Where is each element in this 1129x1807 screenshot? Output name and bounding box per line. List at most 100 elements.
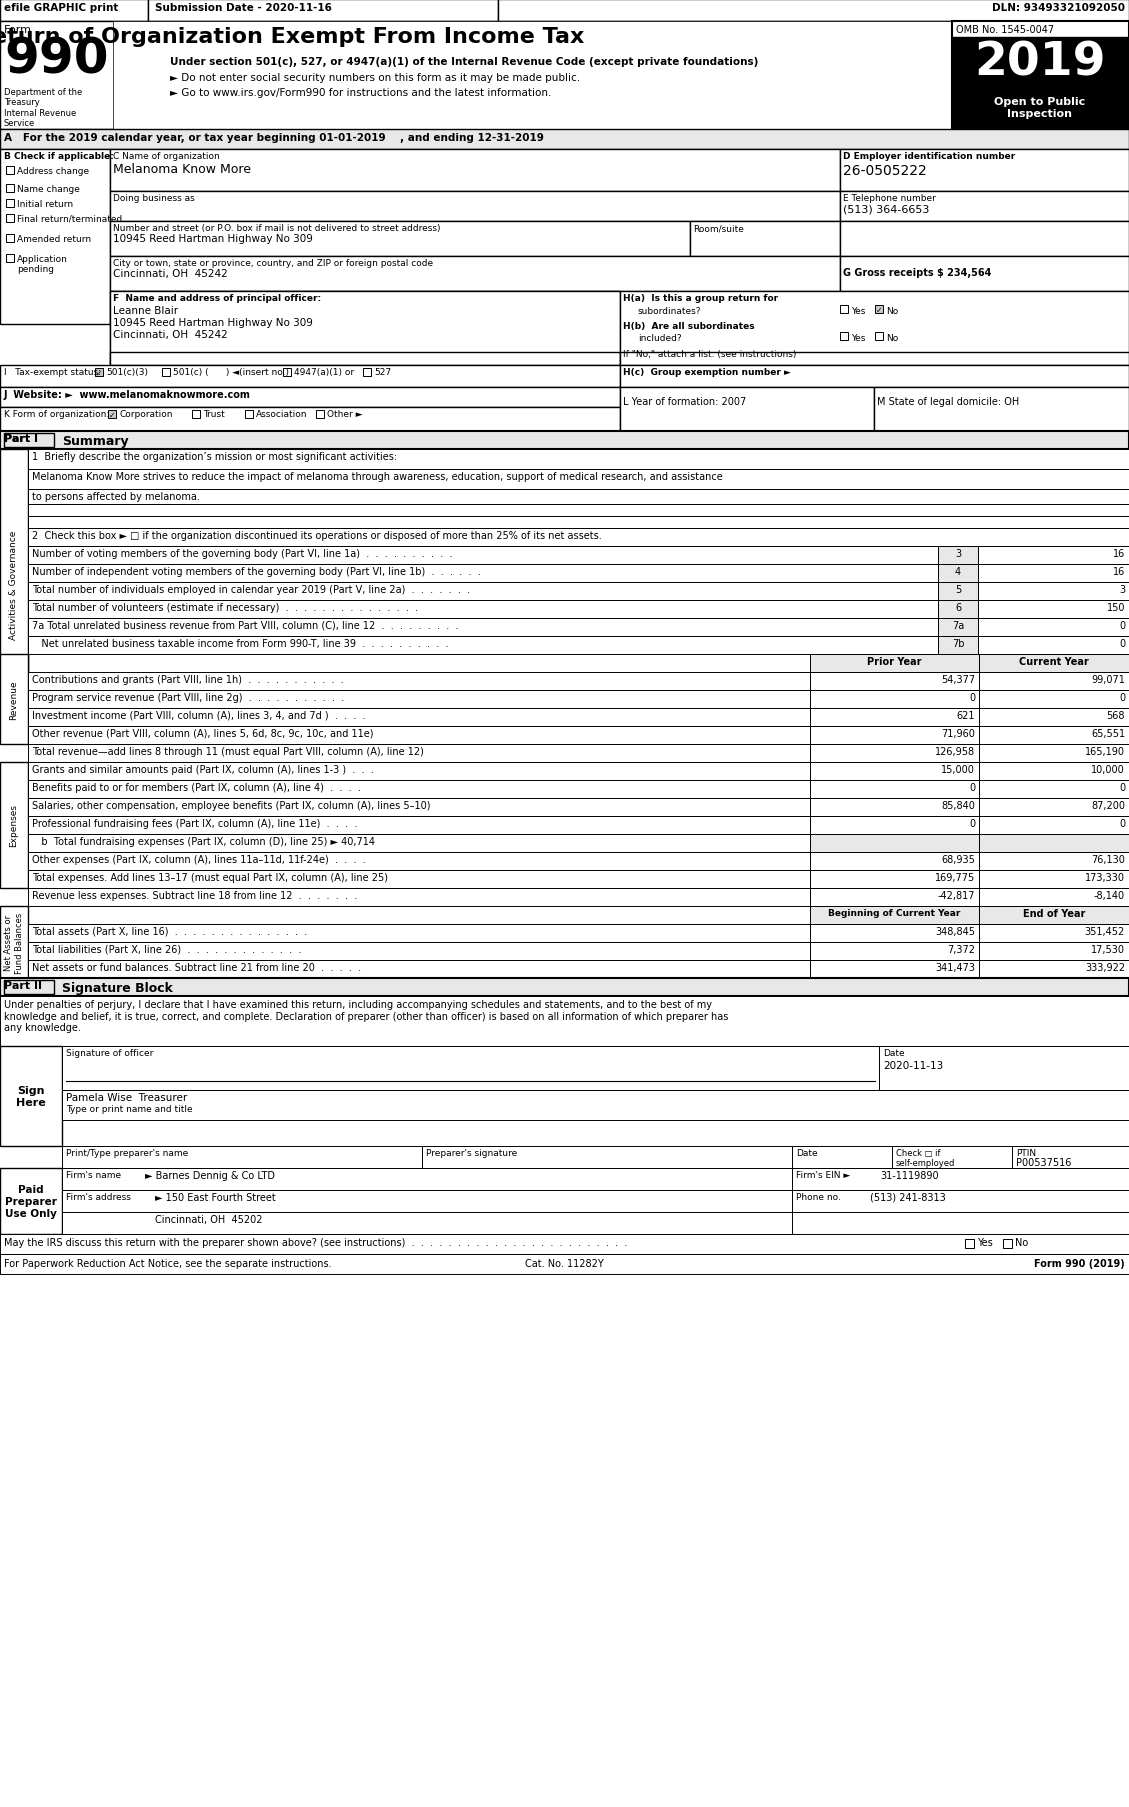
Text: Print/Type preparer's name: Print/Type preparer's name: [65, 1149, 189, 1156]
Bar: [0, 22, 1129, 130]
Text: Firm's name: Firm's name: [65, 1171, 121, 1180]
Text: H(c)  Group exemption number ►: H(c) Group exemption number ►: [623, 369, 791, 378]
Bar: [0, 1169, 62, 1234]
Bar: [938, 564, 978, 582]
Text: 4: 4: [955, 567, 961, 576]
Text: Cat. No. 11282Y: Cat. No. 11282Y: [525, 1258, 603, 1269]
Text: 3: 3: [1119, 585, 1124, 595]
Bar: [979, 835, 1129, 853]
Text: Total liabilities (Part X, line 26)  .  .  .  .  .  .  .  .  .  .  .  .  .: Total liabilities (Part X, line 26) . . …: [32, 945, 301, 954]
Text: Total number of individuals employed in calendar year 2019 (Part V, line 2a)  . : Total number of individuals employed in …: [32, 585, 470, 595]
Text: C Name of organization: C Name of organization: [113, 152, 220, 161]
Text: Professional fundraising fees (Part IX, column (A), line 11e)  .  .  .  .: Professional fundraising fees (Part IX, …: [32, 819, 358, 829]
Text: 0: 0: [1119, 819, 1124, 829]
Text: 6: 6: [955, 604, 961, 613]
Bar: [28, 799, 809, 817]
Bar: [809, 817, 979, 835]
Bar: [952, 94, 1129, 130]
Text: 7b: 7b: [952, 638, 964, 649]
Bar: [809, 835, 979, 853]
Text: Doing business as: Doing business as: [113, 193, 194, 202]
Text: included?: included?: [638, 334, 682, 343]
Text: 7,372: 7,372: [947, 945, 975, 954]
Text: 341,473: 341,473: [935, 963, 975, 972]
Text: Prior Year: Prior Year: [867, 656, 921, 667]
Text: Final return/terminated: Final return/terminated: [17, 215, 122, 224]
Text: 333,922: 333,922: [1085, 963, 1124, 972]
Bar: [28, 889, 809, 907]
Text: H(a)  Is this a group return for: H(a) Is this a group return for: [623, 295, 778, 304]
Text: No: No: [1015, 1238, 1029, 1247]
Bar: [892, 1146, 1012, 1169]
Text: subordinates?: subordinates?: [638, 307, 701, 316]
Bar: [874, 389, 1129, 432]
Text: 173,330: 173,330: [1085, 873, 1124, 882]
Bar: [110, 293, 620, 365]
Bar: [0, 0, 148, 22]
Text: E Telephone number: E Telephone number: [843, 193, 936, 202]
Text: Amended return: Amended return: [17, 235, 91, 244]
Bar: [110, 192, 840, 222]
Text: 0: 0: [1119, 620, 1124, 631]
Bar: [979, 654, 1129, 672]
Text: Open to Public
Inspection: Open to Public Inspection: [995, 98, 1086, 119]
Bar: [620, 293, 1129, 365]
Bar: [809, 853, 979, 871]
Bar: [113, 22, 952, 130]
Bar: [793, 1146, 892, 1169]
Text: 15,000: 15,000: [942, 764, 975, 775]
Bar: [979, 871, 1129, 889]
Bar: [192, 410, 200, 419]
Bar: [0, 763, 28, 889]
Bar: [28, 853, 809, 871]
Bar: [978, 564, 1129, 582]
Text: Date: Date: [796, 1149, 817, 1156]
Text: 85,840: 85,840: [942, 801, 975, 811]
Bar: [108, 410, 116, 419]
Bar: [809, 781, 979, 799]
Text: 4947(a)(1) or: 4947(a)(1) or: [294, 369, 355, 378]
Bar: [110, 150, 840, 192]
Bar: [28, 517, 1129, 529]
Text: Association: Association: [256, 410, 307, 419]
Text: Yes: Yes: [851, 307, 865, 316]
Text: 0: 0: [969, 819, 975, 829]
Text: 31-1119890: 31-1119890: [879, 1171, 938, 1180]
Text: Number and street (or P.O. box if mail is not delivered to street address): Number and street (or P.O. box if mail i…: [113, 224, 440, 233]
Bar: [809, 744, 979, 763]
Bar: [809, 889, 979, 907]
Bar: [28, 618, 938, 636]
Bar: [938, 636, 978, 654]
Text: 501(c)(3): 501(c)(3): [106, 369, 148, 378]
Text: 165,190: 165,190: [1085, 746, 1124, 757]
Text: ✓: ✓: [96, 369, 103, 378]
Text: Salaries, other compensation, employee benefits (Part IX, column (A), lines 5–10: Salaries, other compensation, employee b…: [32, 801, 430, 811]
Bar: [979, 726, 1129, 744]
Bar: [793, 1169, 1129, 1191]
Text: 0: 0: [969, 692, 975, 703]
Bar: [62, 1146, 422, 1169]
Text: Net Assets or
Fund Balances: Net Assets or Fund Balances: [5, 913, 24, 974]
Text: Date: Date: [883, 1048, 904, 1057]
Text: 0: 0: [1119, 782, 1124, 793]
Text: 568: 568: [1106, 710, 1124, 721]
Text: Net unrelated business taxable income from Form 990-T, line 39  .  .  .  .  .  .: Net unrelated business taxable income fr…: [32, 638, 448, 649]
Text: Pamela Wise  Treasurer: Pamela Wise Treasurer: [65, 1093, 187, 1102]
Text: Contributions and grants (Part VIII, line 1h)  .  .  .  .  .  .  .  .  .  .  .: Contributions and grants (Part VIII, lin…: [32, 674, 343, 685]
Bar: [161, 369, 170, 378]
Bar: [978, 548, 1129, 564]
Text: 3: 3: [955, 549, 961, 558]
Bar: [0, 0, 1129, 22]
Bar: [28, 817, 809, 835]
Text: 7a: 7a: [952, 620, 964, 631]
Bar: [809, 799, 979, 817]
Bar: [28, 672, 809, 690]
Bar: [840, 222, 1129, 257]
Text: End of Year: End of Year: [1023, 909, 1085, 918]
Bar: [148, 0, 498, 22]
Text: Signature of officer: Signature of officer: [65, 1048, 154, 1057]
Bar: [840, 305, 848, 314]
Bar: [979, 690, 1129, 708]
Bar: [28, 835, 809, 853]
Text: H(b)  Are all subordinates: H(b) Are all subordinates: [623, 322, 754, 331]
